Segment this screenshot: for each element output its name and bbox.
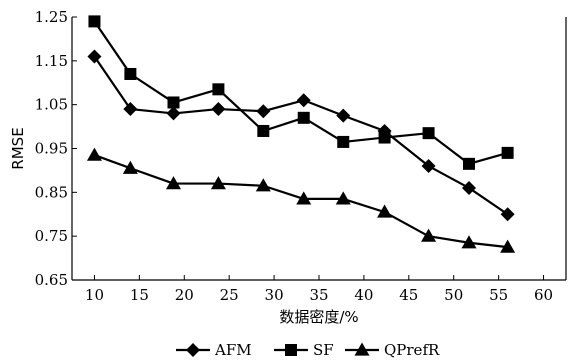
x-tick-label: 10 — [85, 286, 104, 304]
series-qprefr-point — [210, 176, 226, 190]
x-tick-label: 50 — [444, 286, 463, 304]
legend-sf-point — [285, 344, 297, 356]
series-qprefr-point — [500, 239, 516, 253]
x-tick-label: 15 — [130, 286, 149, 304]
series-qprefr-point — [335, 191, 351, 205]
legend-item-sf: SF — [274, 341, 334, 359]
series-sf-point — [167, 96, 180, 109]
x-axis-ticks: 10 15 20 25 30 35 40 45 50 55 60 — [85, 275, 553, 304]
y-axis-title: RMSE — [9, 127, 27, 169]
axes — [71, 17, 567, 281]
legend-label: QPrefR — [384, 341, 440, 359]
x-tick-label: 40 — [354, 286, 373, 304]
series-sf-point — [124, 67, 137, 80]
legend-item-afm: AFM — [176, 341, 252, 359]
x-axis-title: 数据密度/% — [279, 308, 358, 326]
y-tick-label: 0.85 — [35, 183, 68, 201]
series-sf-point — [462, 157, 475, 170]
series-sf-point — [212, 83, 225, 96]
series-qprefr-point — [122, 160, 138, 174]
series-qprefr-point — [86, 147, 102, 161]
series-sf-point — [297, 111, 310, 124]
x-tick-label: 45 — [399, 286, 418, 304]
legend-label: AFM — [214, 341, 252, 359]
y-tick-label: 0.95 — [35, 140, 68, 158]
series-sf-point — [501, 146, 514, 159]
series-afm — [87, 49, 515, 222]
legend: AFM SF QPrefR — [176, 341, 440, 359]
series-sf-point — [378, 131, 391, 144]
series-qprefr-point — [296, 191, 312, 205]
series-afm-point — [123, 102, 138, 117]
series-qprefr-point — [165, 176, 181, 190]
x-tick-label: 55 — [489, 286, 508, 304]
series-sf-point — [257, 124, 270, 137]
series-sf-line — [93, 20, 508, 165]
series-afm-line — [93, 55, 509, 216]
y-tick-label: 0.75 — [35, 227, 68, 245]
series-sf — [88, 15, 514, 170]
series-afm-point — [211, 102, 226, 117]
series-afm-point — [461, 180, 476, 195]
series-qprefr-point — [461, 235, 477, 249]
x-tick-label: 30 — [265, 286, 284, 304]
series-qprefr-point — [377, 204, 393, 218]
legend-qprefr-point — [354, 342, 370, 356]
series-afm-point — [421, 159, 436, 174]
y-tick-label: 1.25 — [35, 8, 68, 26]
x-tick-label: 20 — [175, 286, 194, 304]
y-tick-label: 0.65 — [35, 271, 68, 289]
series-sf-point — [88, 15, 101, 28]
x-tick-label: 60 — [534, 286, 553, 304]
y-tick-label: 1.05 — [35, 96, 68, 114]
legend-item-qprefr: QPrefR — [345, 341, 440, 359]
y-axis-ticks: 0.65 0.75 0.85 0.95 1.05 1.15 1.25 — [35, 8, 77, 289]
series-sf-point — [337, 135, 350, 148]
legend-afm-point — [186, 343, 200, 357]
y-tick-label: 1.15 — [35, 52, 68, 70]
series-sf-point — [422, 127, 435, 140]
series-layer — [86, 15, 516, 253]
series-qprefr-point — [421, 228, 437, 242]
series-qprefr-point — [255, 178, 271, 192]
series-afm-point — [500, 207, 515, 222]
series-afm-point — [256, 104, 271, 119]
x-tick-label: 35 — [309, 286, 328, 304]
series-afm-point — [296, 93, 311, 108]
legend-label: SF — [313, 341, 334, 359]
x-tick-label: 25 — [220, 286, 239, 304]
series-afm-point — [166, 106, 181, 121]
series-afm-point — [336, 108, 351, 123]
series-qprefr — [86, 147, 516, 253]
series-afm-point — [87, 49, 102, 64]
